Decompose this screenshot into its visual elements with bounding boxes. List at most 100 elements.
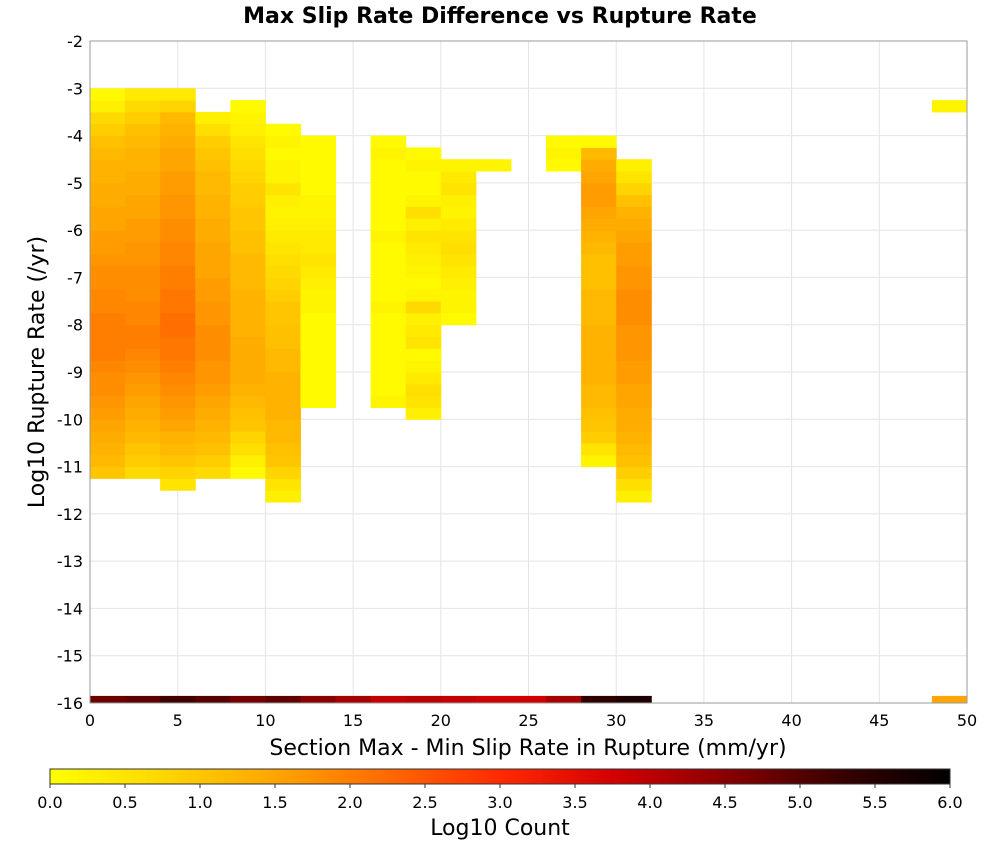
heatmap-cell [581, 159, 617, 172]
heatmap-cell [230, 111, 266, 125]
colorbar-tick-label: 0.5 [112, 793, 137, 812]
heatmap-cell [195, 277, 231, 290]
x-tick-label: 40 [781, 711, 801, 730]
heatmap-cell [90, 135, 126, 148]
heatmap-cell [370, 159, 407, 172]
heatmap-cell [125, 431, 161, 444]
heatmap-cell [265, 312, 301, 326]
heatmap-cell [616, 218, 652, 231]
heatmap-cell [160, 478, 196, 491]
heatmap-cell [405, 253, 442, 267]
heatmap-cell [300, 348, 337, 361]
heatmap-cell [581, 454, 617, 468]
heatmap-cell [160, 383, 196, 397]
y-tick-label: -9 [67, 363, 83, 382]
heatmap-cell [195, 372, 231, 385]
heatmap-cell [125, 171, 161, 184]
heatmap-cell [440, 312, 477, 326]
heatmap-cell [90, 230, 126, 243]
heatmap-cell [440, 253, 477, 267]
heatmap-cell [195, 395, 231, 408]
heatmap-cell [581, 336, 617, 349]
heatmap-cell [160, 159, 196, 172]
heatmap-cell [405, 324, 442, 338]
heatmap-cell [265, 289, 301, 302]
y-tick-label: -15 [57, 647, 83, 666]
heatmap-cell [546, 147, 582, 160]
heatmap-cell [125, 312, 161, 326]
heatmap-cell [405, 147, 442, 160]
heatmap-cell [90, 324, 126, 338]
y-tick-label: -16 [57, 694, 83, 713]
heatmap-cell [125, 230, 161, 243]
x-tick-label: 5 [173, 711, 183, 730]
heatmap-cell [160, 348, 196, 361]
heatmap-cell [616, 478, 652, 491]
heatmap-cell [581, 301, 617, 314]
x-tick-label: 0 [85, 711, 95, 730]
heatmap-cell [370, 194, 407, 207]
heatmap-cell [125, 277, 161, 290]
heatmap-cell [405, 372, 442, 385]
heatmap-cell [230, 312, 266, 326]
heatmap-cell [160, 182, 196, 196]
heatmap-cell [265, 442, 301, 456]
heatmap-cell [616, 336, 652, 349]
heatmap-cell [90, 454, 126, 468]
heatmap-cell [265, 490, 301, 503]
heatmap-cell [90, 123, 126, 137]
heatmap-cell [931, 695, 968, 703]
heatmap-cell [405, 206, 442, 219]
colorbar-tick-label: 4.0 [637, 793, 662, 812]
heatmap-cell [230, 147, 266, 160]
heatmap-cell [370, 383, 407, 397]
heatmap-cell [440, 277, 477, 290]
heatmap-cell [581, 372, 617, 385]
heatmap-cell [195, 135, 231, 148]
heatmap-cell [125, 182, 161, 196]
heatmap-cell [265, 419, 301, 432]
x-tick-label: 35 [694, 711, 714, 730]
heatmap-cell [160, 277, 196, 290]
heatmap-cell [300, 336, 337, 349]
heatmap-cell [405, 289, 442, 302]
heatmap-cell [125, 241, 161, 255]
x-tick-label: 15 [343, 711, 363, 730]
heatmap-cell [125, 159, 161, 172]
heatmap-cell [90, 431, 126, 444]
heatmap-cell [370, 336, 407, 349]
chart-title: Max Slip Rate Difference vs Rupture Rate [243, 4, 757, 29]
heatmap-cell [90, 111, 126, 125]
heatmap-cell [90, 301, 126, 314]
x-tick-label: 10 [255, 711, 275, 730]
heatmap-cell [370, 312, 407, 326]
heatmap-cell [195, 407, 231, 420]
heatmap-cell [90, 171, 126, 184]
heatmap-cell [195, 301, 231, 314]
heatmap-cell [370, 289, 407, 302]
x-tick-label: 50 [957, 711, 977, 730]
heatmap-cell [195, 159, 231, 172]
heatmap-cell [405, 241, 442, 255]
heatmap-cell [230, 407, 266, 420]
heatmap-cell [546, 135, 582, 148]
heatmap-cell [616, 360, 652, 373]
heatmap-cell [300, 324, 337, 338]
heatmap-cell [405, 194, 442, 207]
heatmap-cell [581, 324, 617, 338]
heatmap-cell [90, 241, 126, 255]
heatmap-cell [160, 395, 196, 408]
heatmap-cell [265, 360, 301, 373]
heatmap-cell [300, 277, 337, 290]
x-tick-label: 30 [606, 711, 626, 730]
colorbar-tick-label: 1.0 [187, 793, 212, 812]
heatmap-cell [440, 218, 477, 231]
heatmap-cell [160, 301, 196, 314]
heatmap-cell [195, 431, 231, 444]
heatmap-cell [195, 454, 231, 468]
heatmap-cell [160, 194, 196, 207]
heatmap-cell [125, 372, 161, 385]
heatmap-cell [616, 324, 652, 338]
heatmap-cell [195, 111, 231, 125]
y-tick-label: -5 [67, 174, 83, 193]
